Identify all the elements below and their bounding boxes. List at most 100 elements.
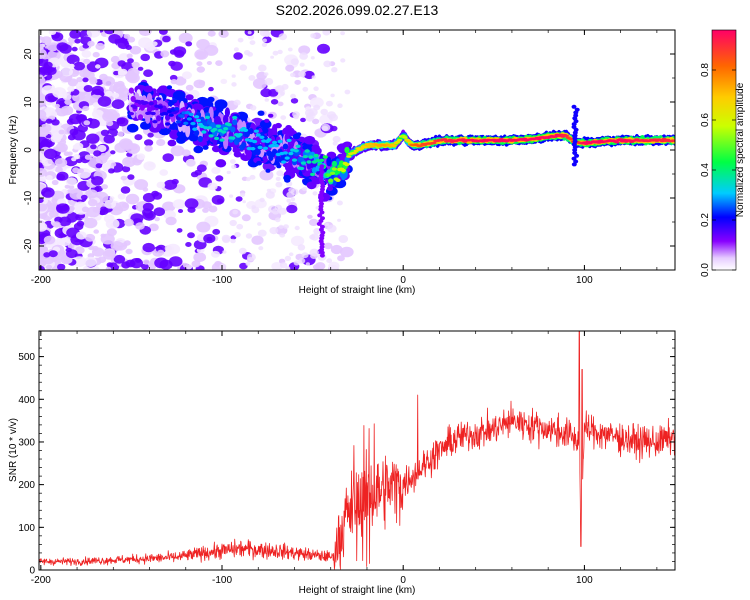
spectrogram-noise-blob [122,165,131,173]
spectrogram-ridge-core [346,155,352,158]
spectrogram-ridge-core [252,139,258,144]
spectrogram-ridge-scatter [296,132,302,137]
spectrogram-noise-blob [327,224,337,233]
spectrogram-noise-blob [337,103,343,108]
spectrogram-ridge-scatter [215,159,227,168]
spectrogram-noise-blob [242,200,246,204]
spectrogram-noise-blob [85,190,92,196]
spectrogram-noise-blob [222,250,227,254]
spectrogram-ridge-scatter [326,186,334,192]
spectrogram-noise-blob [196,66,205,73]
spectrogram-noise-blob [137,66,144,71]
spectrogram-noise-blob [229,219,237,227]
spectrogram-ridge-inner [248,128,254,135]
spectrogram-noise-blob [82,105,90,112]
spectrogram-ridge-scatter [304,135,316,145]
spectrogram-noise-blob [233,99,241,106]
spectrogram-ridge-core [340,168,346,173]
spectrogram-streak [571,156,577,161]
snr-x-label: Height of straight line (km) [299,585,416,596]
spectrogram-noise-blob [43,252,51,258]
spectrogram-noise-blob [159,30,168,35]
spectrogram-noise-blob [298,71,306,78]
spectrogram-ridge-scatter [185,94,194,101]
spectrogram-noise-blob [110,150,116,155]
spectrogram-noise-blob [258,64,267,72]
spectrogram-noise-blob [280,115,287,120]
spectrogram-noise-blob [113,81,120,86]
spectrogram-noise-blob [51,179,59,186]
spectrogram-ridge-core [614,141,620,144]
spectrogram-ridge-inner [331,160,337,167]
spectrogram-noise-blob [234,232,241,238]
spectrogram-noise-blob [270,55,274,59]
spectrogram-noise-blob [71,46,78,52]
spectrogram-noise-blob [238,247,247,255]
spectrogram-noise-blob [117,193,126,200]
spectrogram-noise-blob [277,101,284,107]
snr-y-label: SNR (10 * v/v) [8,418,19,482]
spectrogram-ridge-core [266,138,272,142]
spectrogram-noise-blob [215,60,223,66]
spectrogram-noise-blob [307,214,313,219]
spectrogram-noise-blob [312,118,320,125]
spectrogram-noise-blob [257,222,262,226]
spectrogram-noise-blob [168,256,183,267]
spectrogram-noise-blob [279,262,288,269]
spectrogram-noise-blob [284,255,292,262]
spectrogram-noise-blob [251,205,256,209]
spectrogram-noise-blob [287,47,293,52]
spectrogram-noise-blob [292,111,300,118]
spectrogram-noise-blob [278,224,284,229]
spectrogram-ridge-inner [339,160,345,167]
spectrogram-noise-blob [127,174,135,180]
spectrogram-noise-blob [285,266,291,270]
snr-y-tick-label: 0 [29,566,35,577]
spectrogram-noise-blob [100,129,110,136]
spectrogram-noise-blob [332,135,341,143]
spectrogram-ridge-core [306,160,312,164]
spectrogram-noise-blob [298,45,311,55]
spectrogram-ridge-scatter [283,174,291,181]
spectrogram-ridge-core [284,156,290,160]
spectrogram-noise-blob [176,228,183,233]
spectrogram-noise-blob [330,244,343,255]
spectrogram-noise-blob [124,218,134,227]
spectrogram-noise-blob [56,42,69,52]
spectrogram-noise-blob [91,109,104,119]
spectrogram-ridge-core [253,129,259,133]
snr-x-tick-label: -100 [212,575,232,586]
spectrogram-noise-blob [309,218,319,226]
spectrogram-noise-blob [58,129,65,135]
spectrogram-streak [572,133,578,138]
spectrogram-noise-blob [174,49,185,58]
spectrogram-noise-blob [162,35,171,43]
spectrogram-noise-blob [92,51,100,58]
spectrogram-noise-blob [148,223,159,232]
spectrogram-noise-blob [56,171,69,181]
spectrogram-noise-blob [240,192,246,197]
colorbar-tick-label: 0.2 [700,213,711,227]
spectrogram-noise-blob [91,85,104,96]
spectrogram-noise-blob [338,235,349,243]
spectrogram-noise-blob [230,235,237,240]
spectrogram-noise-blob [93,229,99,234]
spectrogram-noise-blob [151,41,158,47]
spectrogram-ridge-core [313,153,319,158]
spectrogram-ridge-core [369,145,375,148]
spectrogram-noise-blob [39,168,47,177]
spectrogram-noise-blob [121,261,131,269]
spectrogram-noise-blob [247,30,252,35]
spectrogram-ridge-core [288,151,294,156]
spectrogram-ridge-core [391,144,397,147]
spectrogram-noise-blob [46,42,59,52]
spectrogram-noise-blob [181,149,191,157]
colorbar-tick-label: 0.6 [700,113,711,127]
spectrogram-noise-blob [74,38,81,44]
spectrogram-noise-blob [288,252,294,257]
spectrogram-noise-blob [290,197,296,202]
spectrogram-streak [320,216,325,221]
spectrogram-noise-blob [64,99,72,105]
spectrogram-noise-blob [120,175,128,181]
spectrogram-noise-blob [136,153,146,160]
